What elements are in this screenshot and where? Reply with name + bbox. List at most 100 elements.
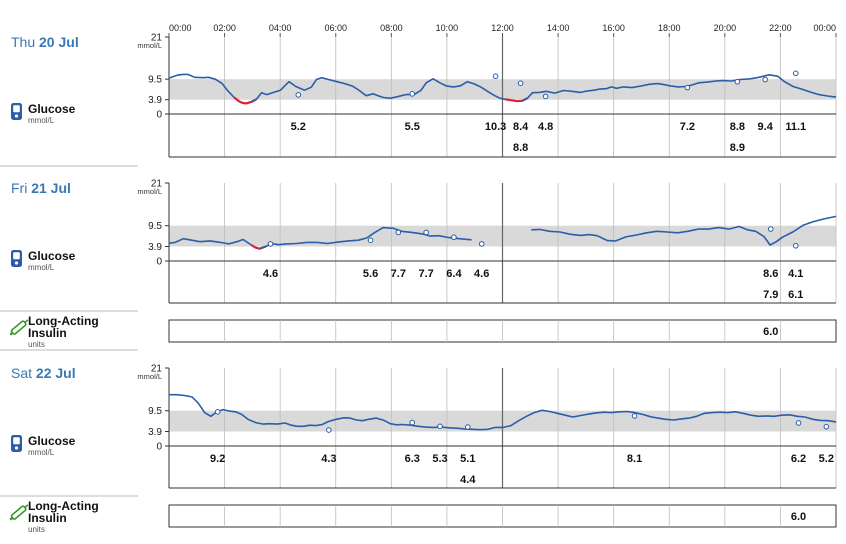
bg-reading-label: 8.8 bbox=[513, 142, 528, 154]
bg-reading-label: 7.9 bbox=[763, 289, 778, 301]
bg-reading-label: 4.3 bbox=[321, 453, 336, 465]
bg-reading-label: 5.5 bbox=[405, 121, 420, 133]
pen-body bbox=[10, 505, 27, 520]
glucose-metric-name: Glucose bbox=[28, 249, 76, 263]
glucose-metric-unit: mmol/L bbox=[28, 116, 55, 125]
bg-reading-label: 4.8 bbox=[538, 121, 553, 133]
meter-screen bbox=[13, 437, 20, 445]
bg-reading-marker bbox=[395, 229, 402, 236]
y-tick-label: 3.9 bbox=[148, 95, 162, 106]
hour-tick-label: 18:00 bbox=[658, 23, 681, 33]
pen-needle bbox=[24, 504, 29, 509]
bg-reading-label: 5.2 bbox=[819, 453, 834, 465]
bg-reading-marker bbox=[734, 78, 741, 85]
day-date: 20 Jul bbox=[39, 34, 79, 50]
bg-reading-label: 8.6 bbox=[763, 268, 778, 280]
meter-button bbox=[14, 114, 19, 118]
bg-reading-label: 6.2 bbox=[791, 453, 806, 465]
insulin-name-line1: Long-Acting bbox=[28, 314, 99, 328]
cgm-line bbox=[259, 226, 472, 250]
insulin-pen-icon bbox=[9, 319, 29, 336]
y-unit-label: mmol/L bbox=[137, 41, 162, 50]
y-unit-label: mmol/L bbox=[137, 372, 162, 381]
bg-reading-label: 4.6 bbox=[263, 268, 278, 280]
y-tick-label: 9.5 bbox=[148, 75, 162, 86]
bg-reading-label: 9.4 bbox=[758, 121, 774, 133]
insulin-dose-label: 6.0 bbox=[763, 326, 778, 338]
bg-reading-label: 5.3 bbox=[432, 453, 447, 465]
glucose-metric-unit: mmol/L bbox=[28, 263, 55, 272]
hour-tick-label: 10:00 bbox=[436, 23, 459, 33]
bg-reading-marker bbox=[409, 91, 416, 97]
meter-button bbox=[14, 446, 19, 450]
hour-tick-label: 20:00 bbox=[714, 23, 737, 33]
bg-reading-marker bbox=[478, 241, 485, 247]
bg-reading-label: 4.1 bbox=[788, 268, 803, 280]
meter-screen bbox=[13, 252, 20, 260]
cgm-line bbox=[521, 74, 837, 102]
bg-reading-label: 11.1 bbox=[785, 121, 806, 133]
insulin-name-line2: Insulin bbox=[28, 326, 67, 340]
pen-needle bbox=[24, 319, 29, 324]
hour-tick-label: 14:00 bbox=[547, 23, 570, 33]
insulin-pen-icon bbox=[9, 504, 29, 521]
insulin-name-line1: Long-Acting bbox=[28, 499, 99, 513]
bg-reading-marker bbox=[684, 84, 691, 91]
y-tick-label: 9.5 bbox=[148, 221, 162, 232]
y-tick-label: 21 bbox=[151, 33, 163, 44]
y-tick-label: 0 bbox=[156, 110, 162, 121]
bg-reading-marker bbox=[367, 237, 374, 243]
bg-reading-marker bbox=[437, 423, 443, 430]
day-label: Sat 22 Jul bbox=[11, 365, 76, 381]
y-tick-label: 0 bbox=[156, 442, 162, 453]
bg-reading-label: 7.7 bbox=[418, 268, 433, 280]
y-unit-label: mmol/L bbox=[137, 187, 162, 196]
day-panel-2: Fri 21 JulGlucosemmol/L219.53.90mmol/L4.… bbox=[0, 179, 837, 351]
bg-reading-marker bbox=[792, 70, 799, 77]
bg-reading-label: 8.9 bbox=[730, 142, 745, 154]
day-label: Fri 21 Jul bbox=[11, 180, 71, 196]
bg-reading-marker bbox=[295, 92, 302, 98]
cgm-line bbox=[531, 215, 837, 246]
insulin-dose-label: 6.0 bbox=[791, 511, 806, 523]
bg-reading-label: 10.3 bbox=[485, 121, 506, 133]
bg-reading-marker bbox=[267, 241, 274, 247]
bg-reading-label: 9.2 bbox=[210, 453, 225, 465]
y-tick-label: 3.9 bbox=[148, 427, 162, 438]
day-panel-1: Thu 20 JulGlucosemmol/L219.53.90mmol/L5.… bbox=[0, 33, 837, 167]
hour-tick-label: 02:00 bbox=[213, 23, 236, 33]
bg-reading-marker bbox=[792, 242, 799, 249]
day-panel-3: Sat 22 JulGlucosemmol/L219.53.90mmol/L9.… bbox=[0, 364, 837, 534]
bg-reading-marker bbox=[517, 80, 524, 86]
glucose-meter-icon bbox=[11, 250, 22, 267]
bg-reading-label: 8.4 bbox=[513, 121, 529, 133]
bg-reading-marker bbox=[214, 409, 221, 415]
bg-reading-marker bbox=[409, 419, 416, 426]
y-tick-label: 21 bbox=[151, 364, 163, 375]
bg-reading-marker bbox=[767, 226, 774, 232]
bg-reading-label: 8.8 bbox=[730, 121, 745, 133]
y-tick-label: 21 bbox=[151, 179, 163, 190]
day-weekday: Sat bbox=[11, 365, 36, 381]
glucose-meter-icon bbox=[11, 435, 22, 452]
insulin-name-line2: Insulin bbox=[28, 511, 67, 525]
bg-reading-marker bbox=[795, 420, 802, 426]
cgm-line bbox=[168, 73, 240, 103]
hour-tick-label: 16:00 bbox=[602, 23, 625, 33]
bg-reading-label: 7.7 bbox=[391, 268, 406, 280]
hour-tick-label: 22:00 bbox=[769, 23, 792, 33]
glucose-metric-unit: mmol/L bbox=[28, 448, 55, 457]
bg-reading-label: 5.1 bbox=[460, 453, 475, 465]
y-tick-label: 3.9 bbox=[148, 242, 162, 253]
pen-body bbox=[10, 320, 27, 335]
bg-reading-label: 5.6 bbox=[363, 268, 378, 280]
bg-reading-label: 6.3 bbox=[405, 453, 420, 465]
pen-plunger bbox=[9, 516, 14, 521]
day-date: 21 Jul bbox=[31, 180, 71, 196]
day-weekday: Thu bbox=[11, 34, 39, 50]
meter-screen bbox=[13, 105, 20, 113]
glucose-metric-name: Glucose bbox=[28, 102, 76, 116]
bg-reading-label: 4.4 bbox=[460, 474, 476, 486]
bg-reading-label: 6.4 bbox=[446, 268, 462, 280]
